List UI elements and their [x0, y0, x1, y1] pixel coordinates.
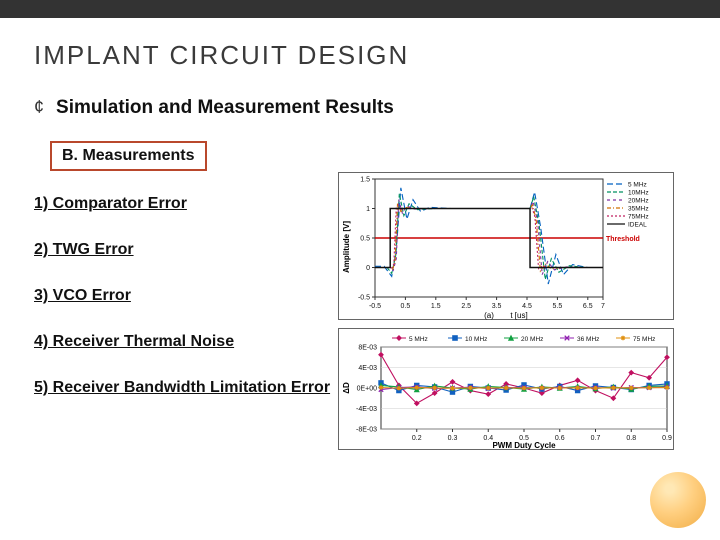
svg-text:35MHz: 35MHz [628, 206, 649, 213]
svg-text:20 MHz: 20 MHz [521, 336, 543, 343]
svg-text:3.5: 3.5 [492, 303, 502, 310]
svg-text:2.5: 2.5 [461, 303, 471, 310]
svg-text:1.5: 1.5 [431, 303, 441, 310]
chart-b: -8E-03-4E-030E+004E-038E-030.20.30.40.50… [338, 328, 674, 450]
svg-text:IDEAL: IDEAL [628, 222, 647, 229]
chart-a: -0.5 0 0.5 1 1.5 -0.5 0.5 1.5 2.5 3.5 4.5 5.5 6.5 7 Th… [338, 172, 674, 320]
svg-text:1: 1 [366, 206, 370, 213]
svg-text:0.5: 0.5 [401, 303, 411, 310]
svg-text:10MHz: 10MHz [628, 190, 649, 197]
svg-text:7: 7 [601, 303, 605, 310]
svg-text:0.2: 0.2 [412, 435, 422, 442]
bullet-row: ¢ Simulation and Measurement Results [34, 97, 686, 119]
svg-text:36 MHz: 36 MHz [577, 336, 599, 343]
svg-text:5 MHz: 5 MHz [409, 336, 428, 343]
svg-text:8E-03: 8E-03 [358, 345, 377, 352]
svg-text:ΔD: ΔD [342, 382, 351, 394]
list-item: 2) TWG Error [34, 241, 334, 259]
svg-text:0.9: 0.9 [662, 435, 672, 442]
svg-text:-0.5: -0.5 [358, 295, 370, 302]
svg-text:-8E-03: -8E-03 [356, 427, 377, 434]
list-item: 4) Receiver Thermal Noise [34, 333, 334, 351]
svg-text:Threshold: Threshold [606, 236, 640, 243]
top-bar [0, 0, 720, 18]
svg-text:Amplitude [V]: Amplitude [V] [342, 221, 351, 273]
subheader-box: B. Measurements [50, 141, 207, 171]
svg-text:6.5: 6.5 [583, 303, 593, 310]
svg-text:0: 0 [366, 265, 370, 272]
svg-text:20MHz: 20MHz [628, 198, 649, 205]
svg-text:10 MHz: 10 MHz [465, 336, 487, 343]
svg-text:t [us]: t [us] [510, 311, 527, 320]
svg-text:4E-03: 4E-03 [358, 365, 377, 372]
svg-text:75MHz: 75MHz [628, 214, 649, 221]
bullet-text: Simulation and Measurement Results [56, 97, 394, 119]
svg-text:-4E-03: -4E-03 [356, 406, 377, 413]
svg-text:0.8: 0.8 [626, 435, 636, 442]
svg-text:5.5: 5.5 [553, 303, 563, 310]
svg-text:0.3: 0.3 [448, 435, 458, 442]
svg-text:1.5: 1.5 [360, 177, 370, 184]
slide-title: IMPLANT CIRCUIT DESIGN [34, 40, 686, 71]
decor-circle-icon [650, 472, 706, 528]
bullet-symbol: ¢ [34, 97, 44, 118]
svg-text:0.6: 0.6 [555, 435, 565, 442]
svg-text:PWM Duty Cycle: PWM Duty Cycle [492, 441, 556, 450]
svg-text:0.7: 0.7 [591, 435, 601, 442]
svg-text:(a): (a) [484, 311, 494, 320]
item-list: 1) Comparator Error 2) TWG Error 3) VCO … [34, 195, 334, 397]
list-item: 3) VCO Error [34, 287, 334, 305]
svg-text:-0.5: -0.5 [369, 303, 381, 310]
svg-text:4.5: 4.5 [522, 303, 532, 310]
svg-text:5 MHz: 5 MHz [628, 182, 647, 189]
svg-text:0.5: 0.5 [360, 236, 370, 243]
chart-panel: -0.5 0 0.5 1 1.5 -0.5 0.5 1.5 2.5 3.5 4.5 5.5 6.5 7 Th… [338, 172, 674, 450]
svg-text:75 MHz: 75 MHz [633, 336, 655, 343]
svg-text:0E+00: 0E+00 [357, 386, 378, 393]
list-item: 5) Receiver Bandwidth Limitation Error [34, 379, 334, 397]
list-item: 1) Comparator Error [34, 195, 334, 213]
